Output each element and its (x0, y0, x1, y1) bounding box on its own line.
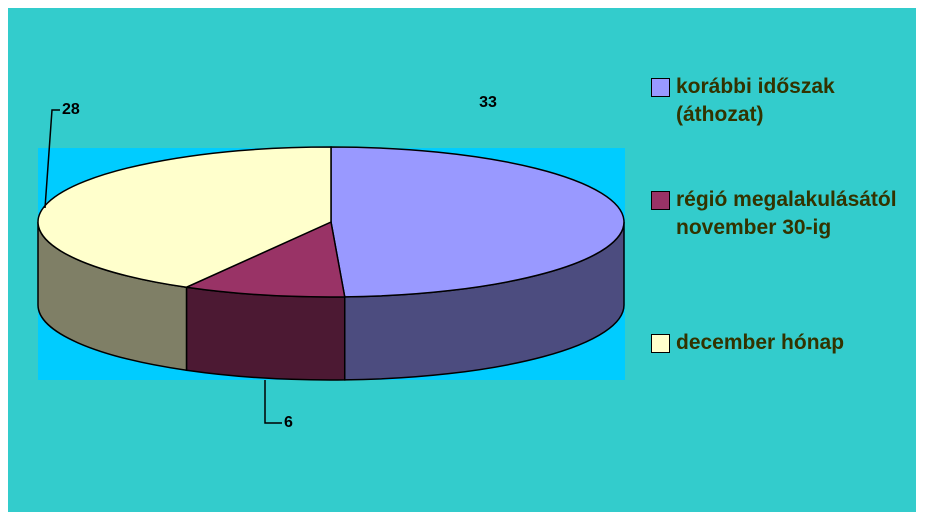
legend-label: december hónap (676, 331, 845, 354)
data-label: 6 (284, 414, 293, 431)
data-label: 33 (479, 94, 497, 111)
pie-slice (37, 146, 332, 289)
legend-swatch (651, 78, 670, 97)
legend-item: december hónap (651, 329, 923, 357)
legend-label: régió megalakulásától november 30-ig (676, 188, 897, 239)
legend-item: korábbi időszak (áthozat) (651, 73, 923, 129)
legend-item: régió megalakulásától november 30-ig (651, 186, 923, 242)
pie-slice (330, 146, 625, 298)
legend-swatch (651, 191, 670, 210)
data-label: 28 (62, 101, 80, 118)
pie-slice (183, 220, 346, 298)
leader-line (44, 109, 60, 209)
pie (37, 146, 625, 381)
legend-label: korábbi időszak (áthozat) (676, 75, 835, 126)
leader-line (264, 380, 282, 424)
pie-slice-side (185, 286, 346, 381)
legend-swatch (651, 334, 670, 353)
